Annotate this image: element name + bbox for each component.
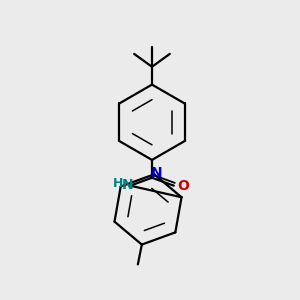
Text: H: H xyxy=(113,177,124,190)
Text: N: N xyxy=(150,166,162,180)
Text: O: O xyxy=(177,179,189,193)
Text: N: N xyxy=(122,178,133,192)
